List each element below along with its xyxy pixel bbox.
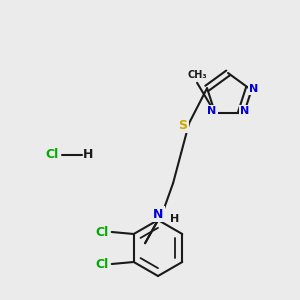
- Text: H: H: [170, 214, 180, 224]
- Text: N: N: [249, 84, 259, 94]
- Text: H: H: [83, 148, 93, 161]
- Text: CH₃: CH₃: [187, 70, 207, 80]
- Text: Cl: Cl: [95, 257, 108, 271]
- Text: N: N: [207, 106, 217, 116]
- Text: N: N: [153, 208, 163, 221]
- Text: S: S: [178, 119, 188, 132]
- Text: Cl: Cl: [95, 226, 108, 238]
- Text: Cl: Cl: [45, 148, 58, 161]
- Text: N: N: [240, 106, 250, 116]
